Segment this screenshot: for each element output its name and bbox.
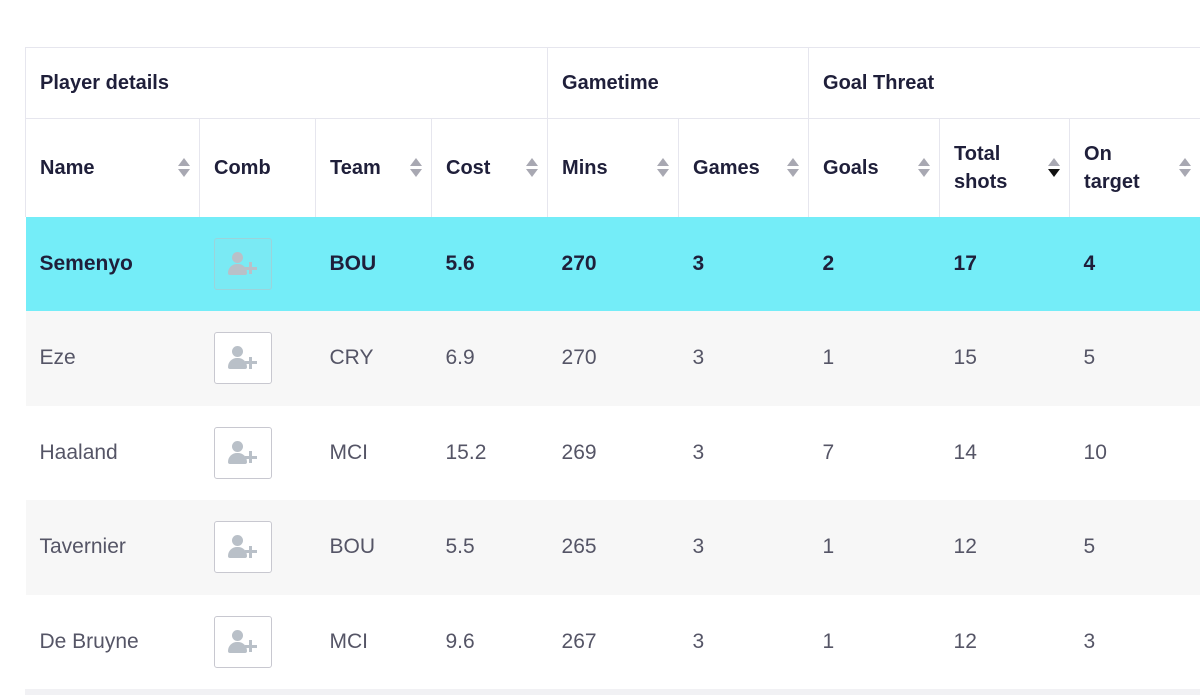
column-header-mins-label: Mins <box>562 156 608 179</box>
cell-games: 3 <box>678 500 809 595</box>
cell-on-target: 4 <box>1069 216 1200 311</box>
column-header-goals-label: Goals <box>823 156 879 179</box>
sort-arrows-icon[interactable] <box>177 158 191 178</box>
cell-cost: 6.9 <box>431 311 548 406</box>
column-header-cost-label: Cost <box>446 156 491 179</box>
cell-mins: 265 <box>547 500 679 595</box>
cell-name: Semenyo <box>25 216 200 311</box>
cell-cost: 5.5 <box>431 500 548 595</box>
cell-goals: 2 <box>808 216 940 311</box>
column-header-row: Name Comb Team Cos <box>25 118 1200 217</box>
column-header-total-shots[interactable]: Total shots <box>939 118 1071 217</box>
user-plus-icon <box>227 440 258 465</box>
column-header-on-target-label: On target <box>1084 140 1140 196</box>
cell-total-shots: 12 <box>939 594 1070 689</box>
column-header-cost[interactable]: Cost <box>430 118 549 217</box>
cell-total-shots: 15 <box>939 311 1070 406</box>
add-to-comparison-button[interactable] <box>213 332 272 385</box>
cell-mins: 270 <box>547 311 679 406</box>
cell-total-shots: 17 <box>939 216 1070 311</box>
cell-cost: 5.6 <box>431 216 548 311</box>
cell-comb <box>199 500 316 595</box>
user-plus-icon <box>227 535 258 559</box>
group-header-player-details: Player details <box>24 47 549 119</box>
cell-team: CRY <box>315 311 432 406</box>
cell-team: BOU <box>315 216 432 311</box>
next-row-edge <box>25 689 1200 695</box>
cell-team: MCI <box>315 405 432 500</box>
cell-games: 3 <box>678 405 809 500</box>
column-header-total-shots-label: Total shots <box>954 140 1007 196</box>
cell-comb <box>199 311 316 406</box>
cell-comb <box>199 594 316 689</box>
sort-arrows-icon[interactable] <box>525 158 539 178</box>
user-plus-icon <box>227 346 258 370</box>
cell-name: Tavernier <box>25 500 200 595</box>
cell-games: 3 <box>678 594 809 689</box>
cell-total-shots: 12 <box>939 500 1070 595</box>
column-header-games-label: Games <box>693 156 760 179</box>
group-header-goal-threat: Goal Threat <box>808 47 1200 119</box>
cell-goals: 1 <box>808 594 940 689</box>
cell-cost: 15.2 <box>431 405 548 500</box>
column-header-games[interactable]: Games <box>678 118 810 217</box>
column-header-comb-label: Comb <box>214 156 271 179</box>
sort-arrows-icon[interactable] <box>786 158 800 178</box>
add-to-comparison-button[interactable] <box>213 426 272 479</box>
cell-games: 3 <box>678 216 809 311</box>
on-target-label-line2: target <box>1084 170 1140 193</box>
table-row[interactable]: Haaland MCI 15.2 269 3 7 14 10 <box>25 405 1200 500</box>
cell-total-shots: 14 <box>939 405 1070 500</box>
sort-arrows-icon[interactable] <box>656 158 670 178</box>
sort-arrows-icon-active[interactable] <box>1047 158 1061 178</box>
cell-on-target: 3 <box>1069 594 1200 689</box>
cell-comb <box>199 216 316 311</box>
on-target-label-line1: On <box>1084 142 1112 165</box>
column-header-mins[interactable]: Mins <box>547 118 680 217</box>
user-plus-icon <box>227 251 258 276</box>
cell-goals: 7 <box>808 405 940 500</box>
group-header-row: Player details Gametime Goal Threat <box>24 47 1200 119</box>
cell-comb <box>199 405 316 500</box>
cell-name: Eze <box>25 311 200 406</box>
cell-on-target: 10 <box>1069 405 1200 500</box>
cell-games: 3 <box>678 311 809 406</box>
cell-mins: 270 <box>547 216 679 311</box>
add-to-comparison-button[interactable] <box>213 237 272 290</box>
column-header-on-target[interactable]: On target <box>1069 118 1200 217</box>
cell-goals: 1 <box>808 311 940 406</box>
table-row[interactable]: Eze CRY 6.9 270 3 1 15 5 <box>25 311 1200 406</box>
column-header-name[interactable]: Name <box>25 118 200 217</box>
total-shots-label-line2: shots <box>954 170 1008 193</box>
table-row[interactable]: De Bruyne MCI 9.6 267 3 1 12 3 <box>25 594 1200 689</box>
user-plus-icon <box>227 629 258 654</box>
total-shots-label-line1: Total <box>954 142 1001 165</box>
cell-name: Haaland <box>25 405 200 500</box>
player-stats-table: Player details Gametime Goal Threat Name… <box>24 47 1200 689</box>
add-to-comparison-button[interactable] <box>213 615 272 668</box>
column-header-comb: Comb <box>199 118 316 217</box>
cell-mins: 267 <box>547 594 679 689</box>
sort-arrows-icon[interactable] <box>1178 158 1192 178</box>
column-header-team-label: Team <box>330 156 381 179</box>
column-header-goals[interactable]: Goals <box>808 118 941 217</box>
column-header-team[interactable]: Team <box>315 118 432 217</box>
cell-cost: 9.6 <box>431 594 548 689</box>
table-row[interactable]: Semenyo BOU 5.6 270 3 2 17 4 <box>25 216 1200 311</box>
column-header-name-label: Name <box>40 156 95 179</box>
sort-arrows-icon[interactable] <box>409 158 423 178</box>
cell-mins: 269 <box>547 405 679 500</box>
cell-team: MCI <box>315 594 432 689</box>
cell-name: De Bruyne <box>25 594 200 689</box>
cell-goals: 1 <box>808 500 940 595</box>
sort-arrows-icon[interactable] <box>917 158 931 178</box>
group-header-gametime: Gametime <box>547 47 810 119</box>
table-row[interactable]: Tavernier BOU 5.5 265 3 1 12 5 <box>25 500 1200 595</box>
cell-on-target: 5 <box>1069 500 1200 595</box>
stats-table-container: Player details Gametime Goal Threat Name… <box>24 47 1200 689</box>
cell-on-target: 5 <box>1069 311 1200 406</box>
add-to-comparison-button[interactable] <box>213 521 272 574</box>
cell-team: BOU <box>315 500 432 595</box>
